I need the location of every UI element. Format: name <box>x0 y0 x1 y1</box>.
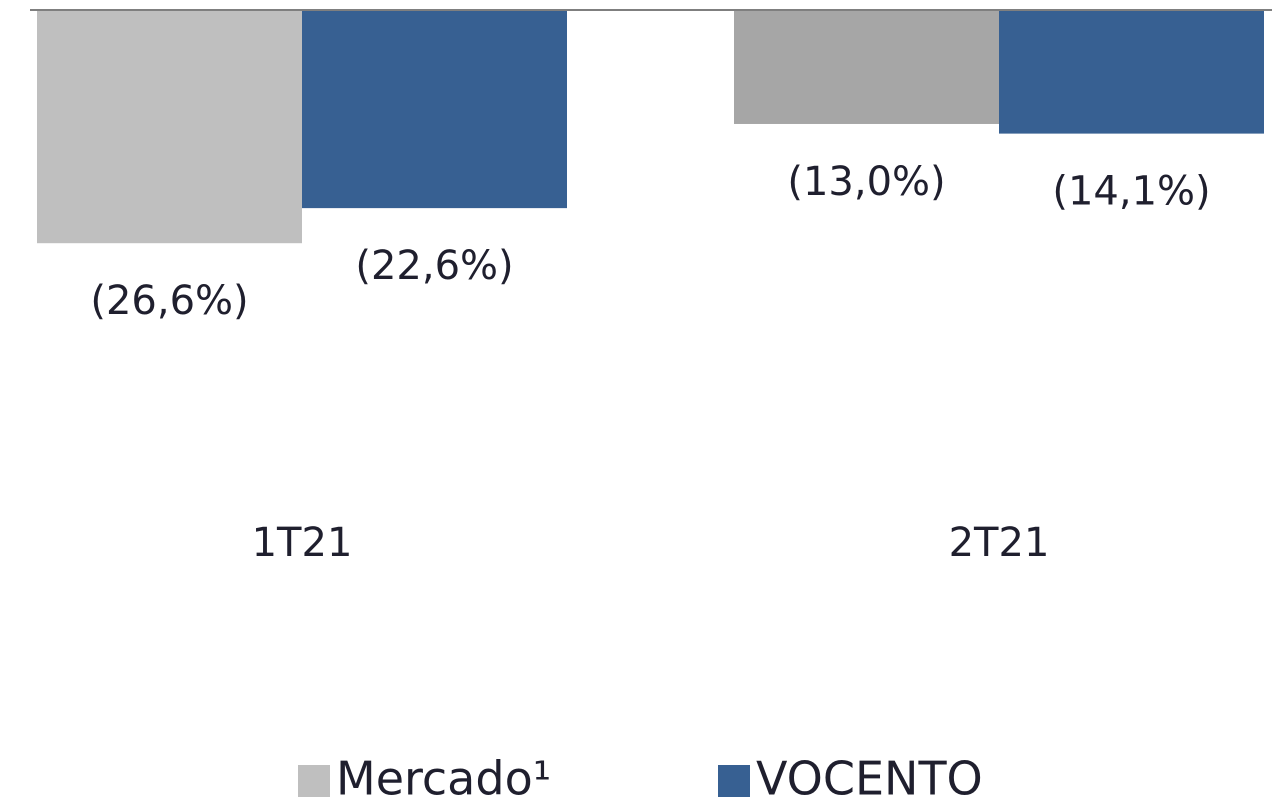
value-label: (26,6%) <box>90 278 248 324</box>
value-label: (13,0%) <box>787 159 945 205</box>
legend-swatch <box>298 765 330 797</box>
bar <box>999 10 1264 134</box>
x-tick-label: 1T21 <box>252 520 353 566</box>
value-label: (14,1%) <box>1052 169 1210 215</box>
legend-swatch <box>718 765 750 797</box>
bar <box>734 10 999 124</box>
legend-label: VOCENTO <box>756 752 983 806</box>
x-tick-label: 2T21 <box>949 520 1050 566</box>
legend-label: Mercado¹ <box>336 752 551 806</box>
value-label: (22,6%) <box>355 243 513 289</box>
bar <box>37 10 302 244</box>
bar <box>302 10 567 209</box>
